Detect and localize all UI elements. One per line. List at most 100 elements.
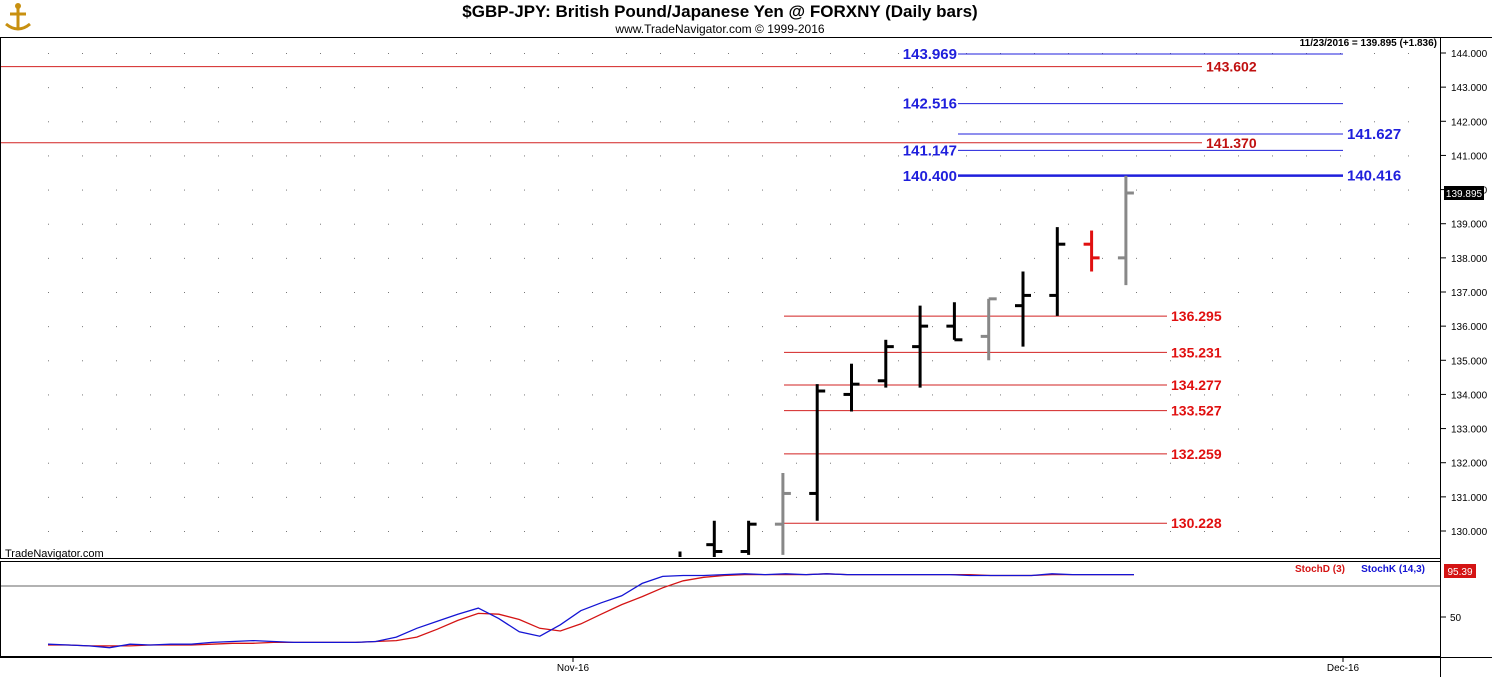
grid-dot [456, 155, 457, 157]
grid-dot [830, 531, 831, 532]
grid-dot [184, 223, 185, 225]
grid-dot [490, 292, 491, 293]
grid-dot [48, 155, 49, 157]
grid-dot [1408, 121, 1409, 123]
ohlc-bar [980, 297, 997, 361]
grid-dot [796, 531, 797, 532]
grid-dot [626, 360, 627, 362]
grid-dot [660, 223, 661, 225]
grid-dot [932, 257, 933, 259]
grid-dot [932, 292, 933, 293]
grid-dot [286, 496, 287, 498]
y-tick-label: 132.000 [1451, 459, 1488, 470]
grid-dot [354, 496, 355, 498]
grid-dot [1204, 462, 1205, 464]
grid-dot [490, 496, 491, 498]
grid-dot [184, 496, 185, 498]
grid-dot [252, 326, 253, 328]
ohlc-bar [1015, 271, 1031, 347]
grid-dot [1102, 496, 1103, 498]
grid-dot [1000, 326, 1001, 328]
grid-dot [558, 257, 559, 259]
grid-dot [1238, 189, 1239, 191]
grid-dot [1068, 496, 1069, 498]
grid-dot [82, 394, 83, 396]
grid-dot [490, 121, 491, 123]
grid-dot [422, 87, 423, 89]
grid-dot [320, 87, 321, 89]
grid-dot [660, 87, 661, 89]
grid-dot [1340, 462, 1341, 464]
grid-dot [388, 87, 389, 89]
copyright-text: www.TradeNavigator.com © 1999-2016 [615, 22, 825, 36]
grid-dot [252, 257, 253, 259]
grid-dot [898, 223, 899, 225]
grid-dot [490, 223, 491, 225]
grid-dot [1204, 292, 1205, 293]
grid-dot [898, 428, 899, 430]
grid-dot [1136, 531, 1137, 532]
grid-dot [694, 462, 695, 464]
grid-dot [694, 121, 695, 123]
grid-dot [116, 394, 117, 396]
grid-dot [1272, 326, 1273, 328]
stoch-tick-50: 50 [1450, 613, 1462, 624]
grid-dot [1204, 121, 1205, 123]
grid-dot [116, 155, 117, 157]
grid-dot [830, 462, 831, 464]
grid-dot [82, 53, 83, 54]
x-tick-label: Dec-16 [1327, 663, 1360, 674]
grid-dot [1068, 53, 1069, 54]
grid-dot [966, 326, 967, 328]
grid-dot [116, 292, 117, 293]
grid-dot [184, 87, 185, 89]
grid-dot [694, 189, 695, 191]
grid-dot [592, 53, 593, 54]
grid-dot [1238, 360, 1239, 362]
grid-dot [898, 189, 899, 191]
grid-dot [1374, 53, 1375, 54]
grid-dot [592, 428, 593, 430]
grid-dot [694, 155, 695, 157]
grid-dot [830, 326, 831, 328]
grid-dot [830, 257, 831, 259]
grid-dot [1068, 189, 1069, 191]
grid-dot [1170, 223, 1171, 225]
grid-dot [1374, 121, 1375, 123]
grid-dot [1102, 257, 1103, 259]
level-lines: 143.602 141.370 143.969 142.516 141.627 141.1… [1, 46, 1401, 531]
grid-dot [286, 87, 287, 89]
grid-dot [388, 394, 389, 396]
grid-dot [660, 189, 661, 191]
grid-dot [694, 87, 695, 89]
last-quote-label: 11/23/2016 = 139.895 (+1.836) [1300, 38, 1437, 49]
grid-dots [48, 53, 1409, 532]
grid-dot [1204, 87, 1205, 89]
support-level-label: 130.228 [1171, 515, 1222, 531]
grid-dot [626, 155, 627, 157]
grid-dot [218, 531, 219, 532]
support-level-label: 136.295 [1171, 308, 1222, 324]
grid-dot [490, 155, 491, 157]
grid-dot [48, 87, 49, 89]
grid-dot [150, 223, 151, 225]
grid-dot [592, 155, 593, 157]
grid-dot [354, 326, 355, 328]
grid-dot [150, 496, 151, 498]
grid-dot [524, 496, 525, 498]
grid-dot [796, 292, 797, 293]
grid-dot [558, 87, 559, 89]
grid-dot [1408, 257, 1409, 259]
grid-dot [286, 326, 287, 328]
ohlc-bar [1049, 227, 1066, 316]
grid-dot [150, 53, 151, 54]
grid-dot [422, 257, 423, 259]
grid-dot [1102, 394, 1103, 396]
grid-dot [1102, 121, 1103, 123]
grid-dot [694, 531, 695, 532]
grid-dot [626, 53, 627, 54]
ohlc-bar [843, 363, 860, 412]
grid-dot [1408, 496, 1409, 498]
grid-dot [592, 292, 593, 293]
blue-level-label: 143.969 [903, 46, 957, 63]
